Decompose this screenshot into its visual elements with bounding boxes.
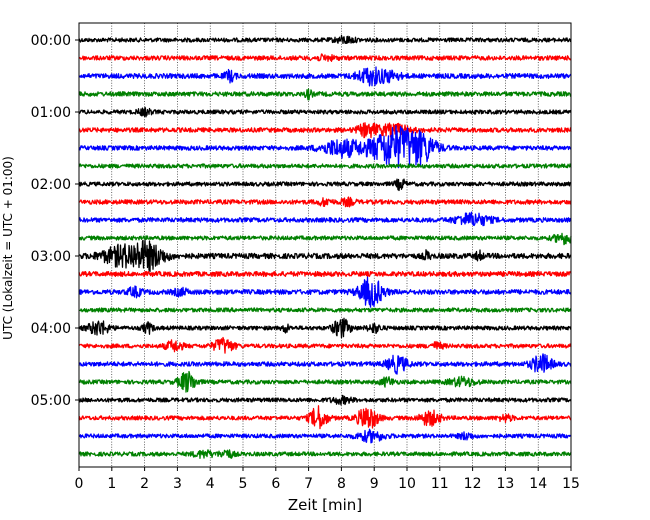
- x-tick-label: 3: [173, 476, 182, 492]
- trace-line: [78, 428, 572, 444]
- x-tick-label: 11: [431, 476, 449, 492]
- trace-line: [78, 232, 572, 246]
- seismogram-traces: [78, 34, 572, 460]
- y-axis-label: UTC (Lokalzeit = UTC + 01:00): [1, 156, 15, 340]
- trace-line: [78, 307, 572, 313]
- trace-line: [78, 239, 572, 273]
- trace-line: [78, 276, 572, 308]
- x-tick-label: 14: [529, 476, 547, 492]
- trace-line: [78, 353, 572, 375]
- x-tick-label: 6: [271, 476, 280, 492]
- x-tick-label: 9: [370, 476, 379, 492]
- trace-line: [78, 196, 572, 208]
- y-tick-label: 01:00: [31, 105, 71, 121]
- trace-line: [78, 66, 572, 87]
- trace-line: [78, 449, 572, 460]
- trace-line: [78, 317, 572, 339]
- y-tick-label: 04:00: [31, 321, 71, 337]
- x-tick-label: 4: [206, 476, 215, 492]
- x-tick-label: 15: [562, 476, 580, 492]
- y-tick-label: 02:00: [31, 177, 71, 193]
- y-tick-label: 03:00: [31, 249, 71, 265]
- trace-line: [78, 122, 572, 139]
- x-axis-label: Zeit [min]: [288, 496, 362, 514]
- y-tick-label: 05:00: [31, 393, 71, 409]
- minute-grid: [111, 23, 539, 467]
- y-axis: 00:00 01:00 02:00 03:00 04:00 05:00: [31, 33, 79, 409]
- trace-line: [78, 405, 572, 430]
- trace-line: [78, 125, 572, 169]
- x-tick-label: 1: [107, 476, 116, 492]
- trace-line: [78, 211, 572, 227]
- trace-line: [78, 270, 572, 278]
- x-tick-label: 5: [239, 476, 248, 492]
- x-tick-label: 10: [398, 476, 416, 492]
- plot-frame: [78, 22, 572, 468]
- trace-line: [78, 336, 572, 354]
- x-tick-label: 7: [304, 476, 313, 492]
- trace-line: [78, 53, 572, 63]
- trace-line: [78, 163, 572, 169]
- x-axis: 0 1 2 3 4 5 6 7 8 9 10 11 12 13 14 15: [75, 467, 580, 492]
- x-tick-label: 12: [464, 476, 482, 492]
- x-tick-label: 13: [496, 476, 514, 492]
- trace-line: [78, 88, 572, 101]
- x-tick-label: 8: [337, 476, 346, 492]
- y-tick-label: 00:00: [31, 33, 71, 49]
- x-tick-label: 0: [75, 476, 84, 492]
- trace-line: [78, 394, 572, 406]
- x-tick-label: 2: [140, 476, 149, 492]
- trace-line: [78, 178, 572, 192]
- trace-line: [78, 370, 572, 393]
- trace-line: [78, 106, 572, 118]
- trace-line: [78, 34, 572, 45]
